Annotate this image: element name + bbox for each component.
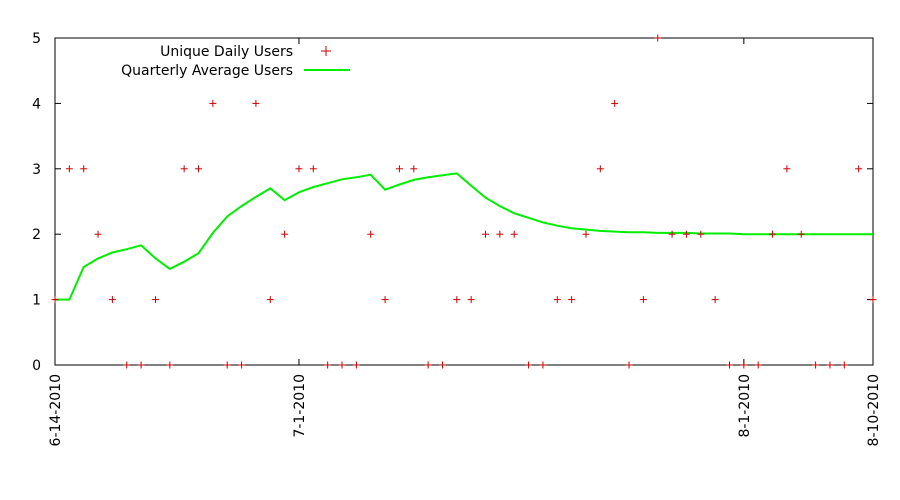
data-point xyxy=(424,361,432,369)
data-point xyxy=(108,296,116,304)
data-point xyxy=(711,296,719,304)
data-point xyxy=(467,296,475,304)
data-point xyxy=(80,165,88,173)
data-point xyxy=(94,230,102,238)
data-point xyxy=(553,296,561,304)
data-point xyxy=(209,99,217,107)
data-point xyxy=(166,361,174,369)
x-tick-label: 6-14-2010 xyxy=(48,374,64,446)
data-point xyxy=(855,165,863,173)
x-tick-label: 8-1-2010 xyxy=(737,374,753,438)
data-point xyxy=(381,296,389,304)
data-point xyxy=(438,361,446,369)
data-point xyxy=(539,361,547,369)
series-quarterly-average-users xyxy=(55,172,873,301)
x-axis: 6-14-2010 7-1-2010 8-1-2010 8-10-2010 xyxy=(48,38,882,446)
data-point xyxy=(137,361,145,369)
data-point xyxy=(281,230,289,238)
data-point xyxy=(783,165,791,173)
data-point xyxy=(151,296,159,304)
data-point xyxy=(180,165,188,173)
legend: Unique Daily Users Quarterly Average Use… xyxy=(121,44,350,79)
data-point xyxy=(826,361,834,369)
x-tick-label: 8-10-2010 xyxy=(866,374,882,446)
legend-marker-unique-daily-users xyxy=(321,46,331,56)
data-point xyxy=(639,296,647,304)
y-tick-label: 3 xyxy=(32,162,41,178)
data-point xyxy=(496,230,504,238)
data-point xyxy=(195,165,203,173)
data-point xyxy=(324,361,332,369)
data-point xyxy=(51,296,59,304)
y-tick-label: 0 xyxy=(32,358,41,374)
data-point xyxy=(525,361,533,369)
data-point xyxy=(611,99,619,107)
data-point xyxy=(668,230,676,238)
data-point xyxy=(740,361,748,369)
y-tick-label: 5 xyxy=(32,31,41,47)
legend-label-unique-daily-users: Unique Daily Users xyxy=(160,44,293,60)
y-tick-label: 4 xyxy=(32,96,41,112)
data-point xyxy=(65,165,73,173)
data-point xyxy=(682,230,690,238)
data-point xyxy=(123,361,131,369)
data-point xyxy=(654,34,662,42)
data-point xyxy=(725,361,733,369)
series-unique-daily-users xyxy=(51,34,877,369)
data-point xyxy=(797,230,805,238)
data-point xyxy=(510,230,518,238)
legend-label-quarterly-average-users: Quarterly Average Users xyxy=(121,63,293,79)
y-axis: 0 1 2 3 4 5 xyxy=(32,31,873,374)
data-point xyxy=(754,361,762,369)
data-point xyxy=(266,296,274,304)
x-tick-label: 7-1-2010 xyxy=(292,374,308,438)
data-point xyxy=(625,361,633,369)
data-point xyxy=(453,296,461,304)
data-point xyxy=(238,361,246,369)
data-point xyxy=(295,165,303,173)
average-line xyxy=(55,172,873,301)
data-point xyxy=(582,230,590,238)
data-point xyxy=(840,361,848,369)
data-point xyxy=(568,296,576,304)
data-point xyxy=(697,230,705,238)
data-point xyxy=(482,230,490,238)
data-point xyxy=(596,165,604,173)
data-point xyxy=(812,361,820,369)
data-point xyxy=(367,230,375,238)
data-point xyxy=(309,165,317,173)
y-tick-label: 1 xyxy=(32,293,41,309)
data-point xyxy=(769,230,777,238)
data-point xyxy=(223,361,231,369)
data-point xyxy=(395,165,403,173)
data-point xyxy=(252,99,260,107)
y-tick-label: 2 xyxy=(32,227,41,243)
data-point xyxy=(338,361,346,369)
data-point xyxy=(869,296,877,304)
data-point xyxy=(352,361,360,369)
plot-frame xyxy=(54,37,874,366)
data-point xyxy=(410,165,418,173)
